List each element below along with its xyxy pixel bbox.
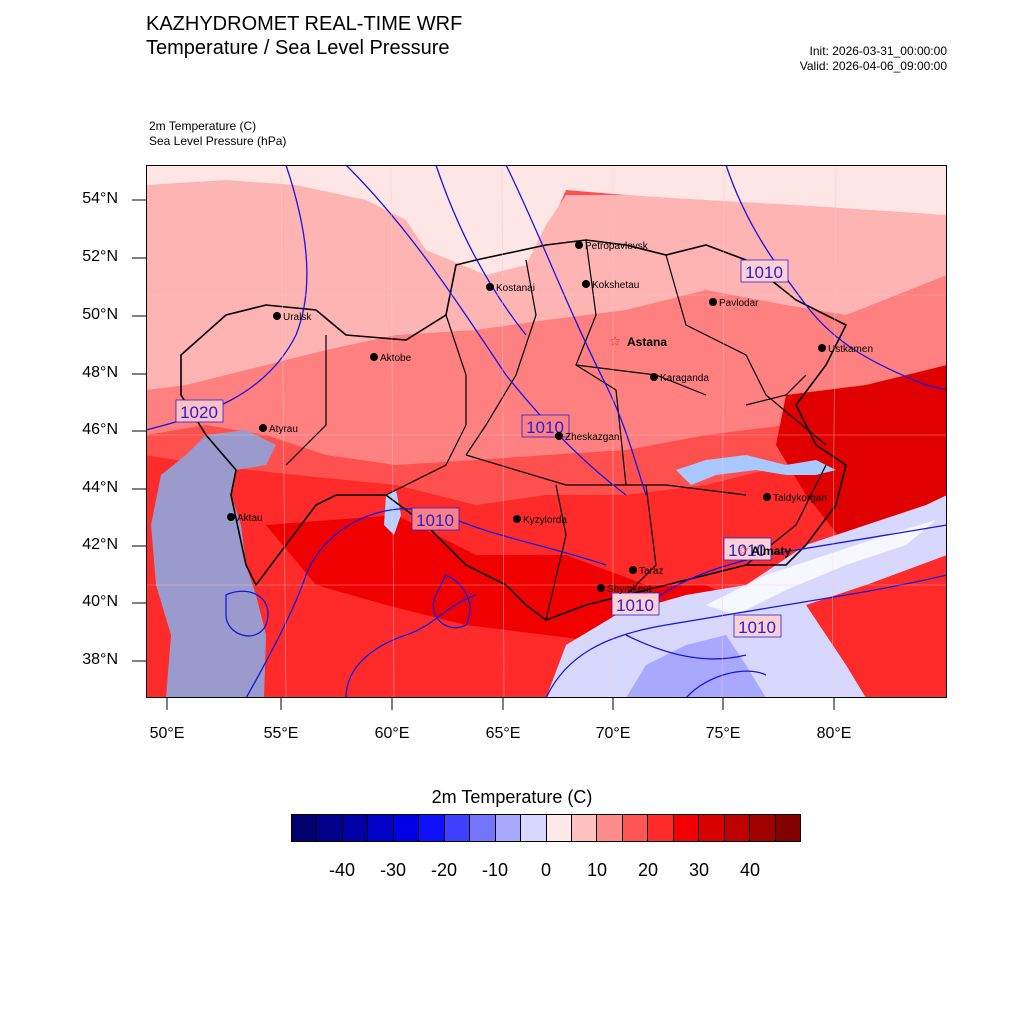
lake-balkhash: [676, 455, 836, 485]
city-label: Ustkamen: [828, 344, 873, 355]
city-label: Astana: [627, 335, 667, 349]
colorbar-tick: -20: [430, 860, 457, 880]
mountain-snow-east: [706, 520, 936, 615]
colorbar-swatch: [470, 815, 496, 841]
lat-label: 48°N: [82, 364, 118, 381]
lon-label: 60°E: [374, 725, 410, 742]
map-border: [146, 165, 947, 698]
colorbar-swatch: [699, 815, 725, 841]
colorbar-swatch: [521, 815, 547, 841]
lon-label: 65°E: [485, 725, 521, 742]
colorbar-swatch: [495, 815, 522, 841]
colorbar-swatch: [368, 815, 394, 841]
isobar-label: 1010: [738, 618, 776, 637]
city-label: Kostanai: [496, 283, 535, 294]
colorbar-tick: 0: [540, 860, 551, 880]
chart-subtitle: Temperature / Sea Level Pressure: [146, 37, 450, 59]
isobar-label: 1010: [728, 541, 766, 560]
variable-label-temperature: 2m Temperature (C): [149, 119, 257, 133]
city-label: Uralsk: [283, 312, 312, 323]
colorbar-swatch: [342, 815, 369, 841]
lon-label: 70°E: [595, 725, 631, 742]
city-label: Almaty: [751, 544, 791, 558]
isobar-label: 1020: [180, 403, 218, 422]
lon-label: 75°E: [705, 725, 741, 742]
colorbar-swatch: [648, 815, 674, 841]
city-label: Aktau: [237, 513, 263, 524]
colorbar-swatch: [546, 815, 572, 841]
colorbar-tick: -10: [481, 860, 508, 880]
lon-ticks: [166, 698, 835, 710]
city-markers: Petropavlovsk Kostanai Kokshetau Pavloda…: [227, 241, 873, 595]
lat-label: 54°N: [82, 190, 118, 207]
colorbar-swatch: [444, 815, 471, 841]
city-label: Atyrau: [269, 424, 298, 435]
colorbar-swatch: [775, 815, 801, 841]
city-label: Petropavlovsk: [585, 241, 649, 252]
city-label: Kokshetau: [592, 280, 639, 291]
lat-ticks: [132, 199, 146, 662]
lat-label: 38°N: [82, 651, 118, 668]
valid-time: Valid: 2026-04-06_09:00:00: [799, 59, 947, 73]
aral-sea: [384, 490, 401, 535]
colorbar-swatch: [419, 815, 445, 841]
city-label: Shymkent: [607, 584, 652, 595]
isobars: [146, 165, 947, 698]
city-label: Zheskazgan: [565, 432, 619, 443]
colorbar-swatch: [724, 815, 751, 841]
colorbar-swatch: [673, 815, 700, 841]
city-label: Pavlodar: [719, 298, 759, 309]
lat-label: 42°N: [82, 536, 118, 553]
city-label: Aktobe: [380, 353, 412, 364]
colorbar-title: 2m Temperature (C): [431, 787, 593, 807]
isobar-label: 1010: [416, 511, 454, 530]
map-panel: 1010 1020 1010 1010 1010 1010 1010 Petro…: [146, 165, 947, 698]
lat-label: 40°N: [82, 593, 118, 610]
init-time: Init: 2026-03-31_00:00:00: [809, 44, 947, 58]
isobar-label: 1010: [526, 418, 564, 437]
mountain-warm-east: [806, 555, 947, 698]
isobar-label: 1010: [745, 263, 783, 282]
variable-label-pressure: Sea Level Pressure (hPa): [149, 134, 287, 148]
country-border: [180, 239, 848, 621]
lat-label: 46°N: [82, 421, 118, 438]
temp-band-salmon: [146, 275, 947, 465]
lon-label: 55°E: [263, 725, 299, 742]
colorbar-tick: -40: [328, 860, 355, 880]
graticule: [146, 165, 947, 698]
city-label: Kyzylorda: [523, 515, 567, 526]
colorbar-swatch: [750, 815, 776, 841]
colorbar-swatch: [317, 815, 343, 841]
colorbar-swatch: [571, 815, 598, 841]
colorbar: [291, 814, 801, 842]
lat-label: 50°N: [82, 306, 118, 323]
colorbar-swatch: [597, 815, 623, 841]
colorbar-tick: 40: [739, 860, 761, 880]
chart-title: KAZHYDROMET REAL-TIME WRF: [146, 13, 463, 35]
lon-label: 80°E: [816, 725, 852, 742]
caspian-sea: [151, 430, 276, 698]
lat-label: 44°N: [82, 479, 118, 496]
colorbar-swatch: [622, 815, 649, 841]
city-label: Taldykorgan: [773, 493, 827, 504]
isobar-label-group: 1010 1020 1010 1010 1010 1010 1010: [175, 259, 789, 638]
city-label: Taraz: [639, 566, 663, 577]
temp-band-north-pink: [146, 180, 947, 395]
capital-star-icon: ☆: [609, 333, 622, 349]
colorbar-swatch: [292, 815, 318, 841]
lat-label: 52°N: [82, 248, 118, 265]
isobar-label: 1010: [616, 596, 654, 615]
time-info: Init: 2026-03-31_00:00:00 Valid: 2026-04…: [800, 44, 947, 74]
mountain-snow-zone: [626, 635, 766, 698]
colorbar-tick: 10: [586, 860, 608, 880]
city-label: Karaganda: [660, 373, 709, 384]
capital-star-icon: ☆: [737, 542, 750, 558]
lon-label: 50°E: [149, 725, 185, 742]
colorbar-tick: 30: [688, 860, 710, 880]
map-svg: 1010 1020 1010 1010 1010 1010 1010 Petro…: [146, 165, 947, 698]
colorbar-tick: 20: [637, 860, 659, 880]
colorbar-tick: -30: [379, 860, 406, 880]
colorbar-swatch: [393, 815, 420, 841]
